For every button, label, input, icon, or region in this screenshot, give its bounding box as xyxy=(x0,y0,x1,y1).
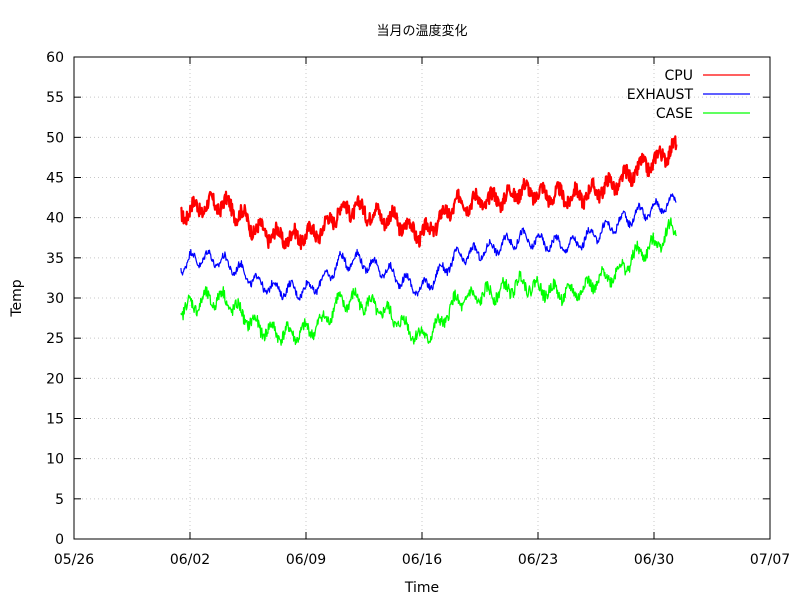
y-tick-label: 25 xyxy=(46,331,64,347)
legend-label-exhaust: EXHAUST xyxy=(627,87,694,103)
legend: CPU EXHAUST CASE xyxy=(627,68,750,122)
y-axis-label: Temp xyxy=(9,279,25,317)
x-tick-label: 06/02 xyxy=(170,552,210,568)
x-axis-label: Time xyxy=(404,580,439,596)
y-tick-label: 35 xyxy=(46,251,64,267)
y-tick-label: 60 xyxy=(46,50,64,66)
y-tick-labels: 0 5 10 15 20 25 30 35 40 45 50 55 60 xyxy=(46,50,64,548)
y-tick-label: 20 xyxy=(46,371,64,387)
series-line-cpu xyxy=(180,135,678,251)
grid xyxy=(74,57,770,539)
y-tick-label: 50 xyxy=(46,130,64,146)
y-tick-label: 5 xyxy=(55,492,64,508)
series-line-case xyxy=(180,217,677,346)
x-tick-label: 06/16 xyxy=(402,552,442,568)
y-tick-label: 45 xyxy=(46,171,64,187)
series-lines xyxy=(180,135,678,346)
series-line-exhaust xyxy=(180,193,677,301)
chart-title: 当月の温度変化 xyxy=(376,23,467,39)
x-tick-label: 06/09 xyxy=(286,552,326,568)
y-tick-label: 40 xyxy=(46,211,64,227)
y-tick-label: 10 xyxy=(46,452,64,468)
y-tick-label: 30 xyxy=(46,291,64,307)
y-tick-label: 55 xyxy=(46,90,64,106)
x-tick-label: 06/30 xyxy=(634,552,674,568)
x-tick-label: 06/23 xyxy=(518,552,558,568)
legend-label-cpu: CPU xyxy=(665,68,693,84)
legend-label-case: CASE xyxy=(656,106,693,122)
x-tick-label: 05/26 xyxy=(54,552,94,568)
y-tick-label: 0 xyxy=(55,532,64,548)
y-tick-label: 15 xyxy=(46,412,64,428)
x-tick-label: 07/07 xyxy=(750,552,790,568)
x-tick-labels: 05/26 06/02 06/09 06/16 06/23 06/30 07/07 xyxy=(54,552,790,568)
tick-marks xyxy=(73,56,771,540)
